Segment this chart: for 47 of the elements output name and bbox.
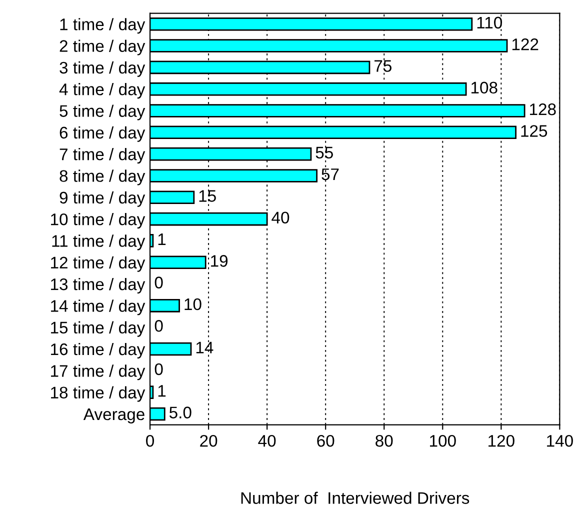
data-label: 55	[316, 146, 333, 159]
data-label: 5.0	[169, 406, 192, 418]
data-label: 1	[158, 234, 166, 246]
y-tick-label: Average	[83, 408, 144, 424]
data-label: 108	[471, 82, 498, 94]
data-label: 57	[322, 168, 339, 180]
data-label: 19	[211, 255, 228, 267]
data-label: 125	[521, 125, 548, 137]
data-label: 0	[154, 320, 163, 332]
y-tick-label: 10 time / day	[51, 213, 146, 229]
data-label: 75	[374, 60, 392, 72]
x-axis-title: Number of Interviewed Drivers	[241, 492, 470, 504]
x-tick-label: 80	[376, 434, 393, 447]
y-tick-label: 2 time / day	[60, 40, 146, 56]
x-tick-label: 60	[317, 434, 334, 447]
data-label: 0	[154, 363, 163, 376]
data-label: 110	[477, 16, 502, 29]
y-tick-label: 1 time / day	[60, 18, 146, 34]
x-tick-label: 140	[547, 434, 573, 447]
x-tick-label: 120	[488, 434, 514, 447]
y-tick-label: 8 time / day	[60, 170, 146, 186]
y-tick-label: 17 time / day	[51, 364, 146, 380]
data-label: 0	[154, 276, 163, 288]
y-tick-label: 6 time / day	[60, 126, 146, 142]
data-label: 15	[199, 190, 216, 202]
x-tick-label: 40	[258, 434, 276, 447]
x-tick-label: 20	[200, 434, 218, 447]
y-tick-label: 18 time / day	[51, 386, 146, 402]
data-label: 14	[196, 342, 214, 354]
y-tick-label: 7 time / day	[60, 148, 146, 164]
data-label: 128	[530, 103, 556, 116]
y-tick-label: 9 time / day	[60, 191, 146, 207]
x-tick-label: 0	[146, 434, 154, 447]
y-tick-label: 15 time / day	[51, 321, 146, 337]
data-label: 40	[272, 212, 290, 224]
y-tick-label: 14 time / day	[51, 300, 146, 316]
data-label: 10	[184, 298, 202, 310]
y-tick-label: 5 time / day	[60, 104, 146, 120]
data-label: 1	[158, 385, 166, 397]
y-tick-label: 13 time / day	[51, 278, 146, 294]
y-tick-label: 4 time / day	[59, 83, 146, 99]
y-tick-label: 3 time / day	[60, 61, 146, 77]
y-tick-label: 12 time / day	[51, 256, 146, 272]
y-tick-label: 11 time / day	[52, 234, 146, 250]
y-tick-label: 16 time / day	[51, 342, 146, 358]
x-tick-label: 100	[430, 434, 456, 447]
data-label: 122	[512, 38, 538, 50]
